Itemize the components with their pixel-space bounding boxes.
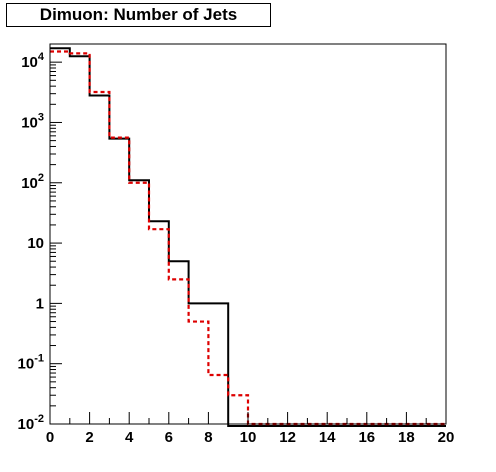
x-tick-label: 10	[240, 429, 257, 446]
y-tick-label: 1	[36, 295, 44, 312]
x-tick-label: 18	[398, 429, 415, 446]
y-tick-label: 10-2	[18, 413, 44, 433]
axis-layer: 0 2 4 6 8 10 12 14 16 18 20 10-2 10-1 1 10 102 103 104	[18, 43, 455, 446]
chart-title: Dimuon: Number of Jets	[6, 3, 271, 27]
y-tick-label: 10	[27, 235, 44, 252]
series-1-histogram-line	[50, 50, 446, 426]
y-tick-label: 103	[21, 111, 44, 131]
series-layer	[50, 47, 446, 427]
x-tick-label: 6	[165, 429, 173, 446]
y-tick-label: 10-1	[18, 353, 44, 373]
y-tick-label: 104	[21, 51, 45, 71]
x-tick-label: 14	[319, 429, 336, 446]
x-tick-label: 16	[358, 429, 375, 446]
x-tick-label: 20	[438, 429, 455, 446]
x-tick-label: 12	[279, 429, 296, 446]
series-0-histogram-line	[50, 47, 446, 427]
x-tick-label: 2	[85, 429, 93, 446]
x-tick-label: 8	[204, 429, 212, 446]
x-tick-label: 0	[46, 429, 54, 446]
y-tick-label: 102	[21, 172, 44, 192]
x-tick-label: 4	[125, 429, 134, 446]
